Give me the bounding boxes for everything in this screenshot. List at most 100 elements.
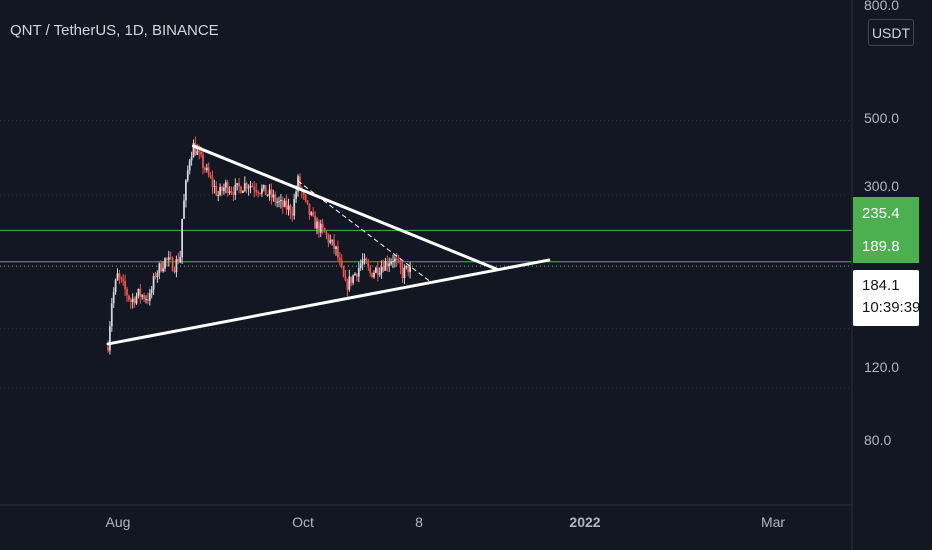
symbol-title[interactable]: QNT / TetherUS, 1D, BINANCE (10, 22, 219, 39)
candle-body (395, 258, 398, 260)
candle-body (188, 160, 191, 171)
candle-body (224, 182, 227, 188)
candle-body (243, 183, 246, 191)
candle-body (283, 200, 286, 207)
candle-body (262, 185, 265, 189)
candle-body (228, 191, 231, 193)
x-tick-label: Mar (761, 514, 785, 530)
time-axis[interactable]: Aug Oct 8 2022 Mar (106, 514, 786, 530)
candle-body (255, 189, 258, 192)
candle-body (285, 200, 288, 210)
y-tick-label: 80.0 (864, 432, 891, 448)
candle-body (207, 167, 210, 176)
price-axis[interactable]: 80.0 120.0 300.0 500.0 800.0 (864, 0, 899, 448)
trendline-solid (106, 258, 551, 346)
y-tick-label: 120.0 (864, 359, 899, 375)
candle-body (335, 246, 337, 249)
candle-body (399, 261, 402, 268)
candle-body (270, 189, 273, 198)
candle-body (154, 276, 157, 278)
candle-body (226, 182, 229, 193)
candle-body (388, 263, 391, 266)
candle-body (259, 192, 261, 194)
candle-body (403, 267, 406, 279)
candle-body (128, 295, 130, 300)
candle-body (359, 264, 362, 269)
candle-body (380, 266, 383, 273)
candle-body (361, 260, 364, 265)
candle-body (200, 151, 202, 155)
candle-body (171, 258, 174, 271)
candle-body (348, 276, 351, 290)
candle-body (116, 273, 119, 281)
candle-body (325, 232, 328, 236)
candle-body (238, 183, 240, 187)
candle-body (409, 266, 411, 273)
last-price-value: 184.1 (862, 277, 900, 294)
candle-body (363, 258, 366, 261)
candle-body (223, 187, 225, 191)
candle-body (392, 261, 394, 263)
candle-body (278, 201, 280, 203)
candle-body (198, 150, 201, 152)
last-price-tag: 184.1 10:39:39 (853, 270, 920, 326)
candle-body (338, 257, 341, 261)
candle-body (365, 258, 368, 264)
candle-body (323, 228, 326, 233)
candle-body (139, 288, 142, 297)
candle-body (295, 191, 297, 199)
candle-body (319, 223, 322, 233)
candle-body (112, 292, 115, 304)
x-tick-label: Aug (106, 514, 131, 530)
candle-body (289, 205, 292, 214)
candle-body (352, 275, 354, 283)
candle-body (264, 185, 267, 196)
candle-body (240, 186, 242, 193)
candle-body (407, 265, 410, 273)
candle-body (346, 280, 349, 290)
candle-body (196, 150, 199, 155)
candle-body (156, 273, 159, 277)
candle-body (306, 200, 309, 204)
candle-body (242, 190, 244, 193)
candle-body (122, 279, 125, 282)
candle-body (251, 185, 254, 187)
candle-body (281, 200, 284, 207)
candle-body (384, 261, 387, 271)
candle-body (209, 175, 212, 178)
candle-body (236, 183, 239, 185)
candle-body (261, 188, 263, 194)
currency-button[interactable]: USDT (868, 19, 914, 46)
candle-body (145, 298, 147, 300)
candle-body (268, 189, 271, 195)
candle-body (118, 273, 121, 278)
candle-body (354, 273, 356, 276)
candle-body (173, 270, 176, 273)
candle-body (318, 221, 320, 233)
candle-body (344, 276, 347, 281)
candle-body (386, 261, 389, 266)
candle-body (397, 259, 400, 262)
candle-body (179, 257, 182, 263)
candle-body (202, 154, 204, 168)
candle-body (274, 194, 277, 203)
candle-body (137, 288, 140, 296)
candle-body (135, 295, 138, 304)
candle-body (310, 212, 313, 215)
candle-body (247, 187, 250, 189)
candle-body (308, 203, 311, 215)
candle-body (211, 177, 214, 187)
x-tick-label: Oct (292, 514, 314, 530)
candle-body (357, 268, 360, 277)
candle-body (190, 157, 193, 161)
candle-body (333, 239, 335, 249)
candle-body (192, 143, 195, 158)
trendline-solid (192, 144, 499, 271)
candle-body (327, 235, 330, 243)
candle-body (245, 183, 248, 189)
candle-body (183, 200, 185, 219)
candle-body (394, 258, 396, 262)
level-tag-upper: 235.4 (853, 197, 919, 230)
x-tick-label: 2022 (569, 514, 600, 530)
